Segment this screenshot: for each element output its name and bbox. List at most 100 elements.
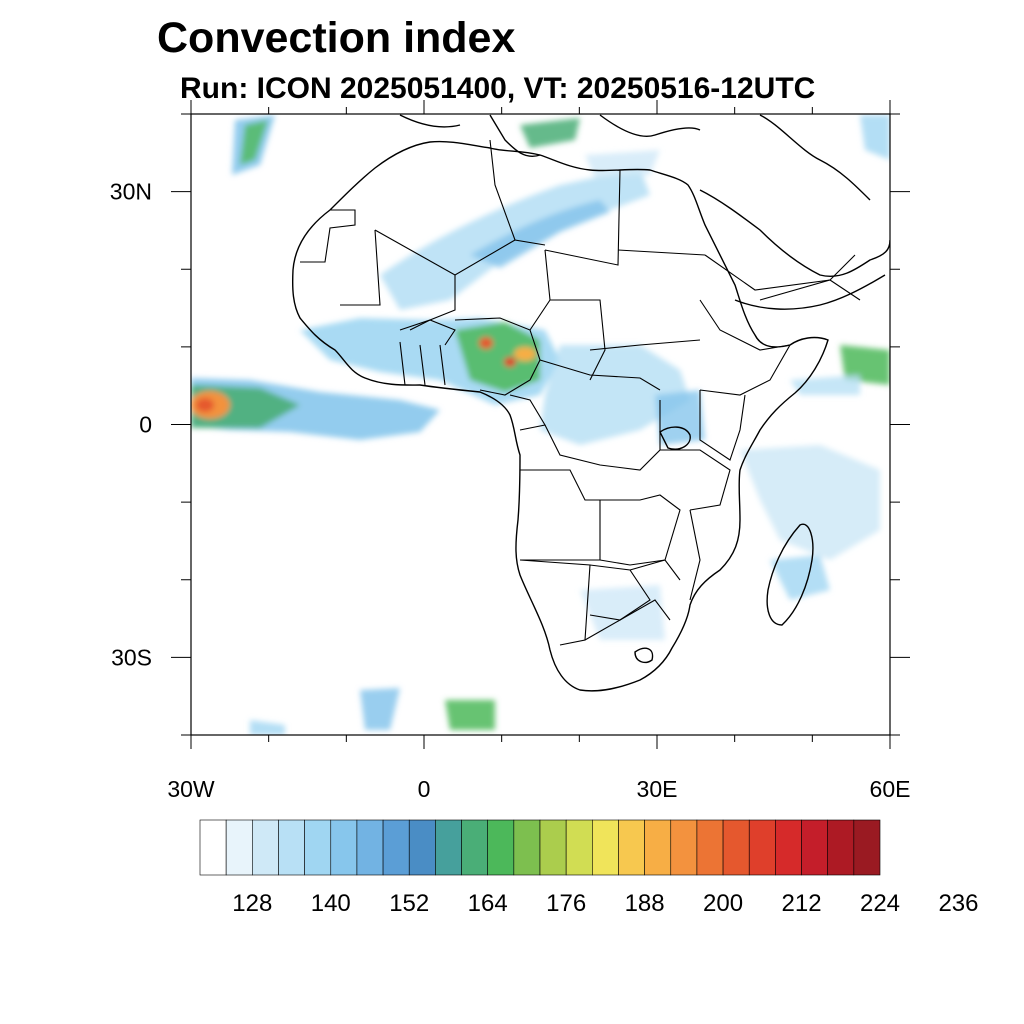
border-south-africa bbox=[584, 599, 671, 641]
border-niger-chad bbox=[529, 249, 551, 331]
colorbar-swatch bbox=[565, 819, 593, 876]
border-egypt-sudan bbox=[617, 249, 706, 256]
lon-tick-label: 0 bbox=[418, 776, 431, 802]
field-southern-ocean-1 bbox=[360, 688, 400, 730]
field-somali-green bbox=[840, 345, 890, 385]
colorbar-swatch bbox=[278, 819, 305, 876]
lon-tick-label: 30E bbox=[637, 776, 678, 802]
lake-victoria bbox=[659, 426, 691, 450]
convection-field bbox=[191, 115, 890, 735]
colorbar-swatch bbox=[225, 819, 253, 876]
colorbar-swatch bbox=[487, 819, 515, 876]
colorbar-swatch bbox=[252, 819, 279, 876]
colorbar-label: 212 bbox=[782, 890, 822, 917]
colorbar-swatch bbox=[670, 819, 698, 876]
lat-tick-label: 0 bbox=[139, 412, 152, 438]
colorbar-label: 188 bbox=[625, 890, 665, 917]
colorbar-label: 236 bbox=[938, 890, 978, 917]
lon-tick-label: 30W bbox=[167, 776, 215, 802]
colorbar bbox=[199, 819, 881, 876]
colorbar-swatch bbox=[513, 819, 541, 876]
border-sudan-south bbox=[589, 339, 701, 351]
colorbar-labels: 128 140 152 164 176 188 200 212 224 236 bbox=[232, 890, 978, 917]
arabia-outline bbox=[699, 189, 890, 310]
field-southern-ocean-2 bbox=[445, 700, 495, 730]
field-madagascar-east bbox=[770, 555, 830, 600]
field-sahel-core bbox=[470, 200, 610, 268]
border-ghana-togo bbox=[399, 341, 446, 386]
field-libya bbox=[585, 150, 660, 178]
colorbar-label: 176 bbox=[546, 890, 586, 917]
border-mali-niger bbox=[409, 275, 456, 331]
axis-ticks bbox=[171, 100, 910, 749]
field-somali-blue bbox=[790, 375, 860, 395]
border-namibia bbox=[519, 559, 591, 646]
colorbar-swatch bbox=[592, 819, 619, 876]
colorbar-label: 164 bbox=[468, 890, 508, 917]
colorbar-label: 200 bbox=[703, 890, 743, 917]
border-sahara-west bbox=[300, 209, 356, 263]
colorbar-swatch bbox=[722, 819, 750, 876]
chart-title: Convection index bbox=[157, 14, 516, 62]
colorbar-swatch bbox=[775, 819, 802, 876]
colorbar-label: 152 bbox=[389, 890, 429, 917]
field-nigeria-hot-2 bbox=[514, 347, 536, 361]
field-indian-ocean bbox=[740, 445, 880, 560]
field-lake-victoria bbox=[655, 390, 705, 445]
europe-outline bbox=[399, 114, 871, 201]
border-burkina bbox=[399, 319, 456, 346]
border-mozambique bbox=[689, 509, 701, 601]
colorbar-swatch bbox=[539, 819, 567, 876]
field-central-africa bbox=[540, 345, 690, 445]
border-saudi bbox=[704, 254, 856, 291]
field-nigeria-hot-3 bbox=[504, 357, 516, 367]
border-tanzania bbox=[660, 449, 731, 511]
field-north-atlantic-green bbox=[240, 120, 268, 165]
lake-lesotho bbox=[634, 647, 654, 664]
colorbar-label: 224 bbox=[860, 890, 900, 917]
border-chad-sudan bbox=[550, 299, 606, 381]
colorbar-swatch bbox=[408, 819, 436, 876]
field-south-africa bbox=[580, 585, 665, 640]
field-nigeria-green bbox=[455, 322, 540, 392]
colorbar-swatch bbox=[199, 819, 227, 876]
colorbar-swatch bbox=[748, 819, 776, 876]
coastlines bbox=[291, 114, 890, 692]
colorbar-swatch bbox=[853, 819, 881, 876]
border-botswana bbox=[589, 564, 651, 621]
border-angola bbox=[520, 469, 601, 561]
lat-tick-label: 30N bbox=[110, 179, 152, 205]
colorbar-swatch bbox=[330, 819, 358, 876]
border-yemen-oman bbox=[759, 279, 861, 301]
border-congo-drc bbox=[544, 400, 661, 471]
border-car bbox=[539, 359, 661, 391]
colorbar-swatch bbox=[435, 819, 462, 876]
colorbar-swatch bbox=[644, 819, 672, 876]
lat-tick-label: 30S bbox=[111, 644, 152, 670]
field-southern-ocean-3 bbox=[250, 720, 285, 735]
colorbar-swatch bbox=[827, 819, 855, 876]
colorbar-swatch bbox=[356, 819, 384, 876]
border-libya-egypt bbox=[544, 169, 621, 266]
border-ethiopia bbox=[699, 299, 792, 396]
country-borders bbox=[300, 139, 861, 646]
colorbar-swatch bbox=[696, 819, 724, 876]
field-mediterranean bbox=[520, 118, 580, 148]
colorbar-swatch bbox=[801, 819, 828, 876]
colorbar-swatch bbox=[382, 819, 410, 876]
colorbar-swatch bbox=[618, 819, 645, 876]
colorbar-swatch bbox=[304, 819, 332, 876]
field-middle-east bbox=[860, 115, 890, 160]
lon-tick-label: 60E bbox=[870, 776, 911, 802]
africa-outline bbox=[291, 140, 829, 692]
chart-subtitle: Run: ICON 2025051400, VT: 20250516-12UTC bbox=[180, 72, 816, 105]
field-nigeria-hot-1 bbox=[479, 337, 493, 349]
colorbar-label: 140 bbox=[311, 890, 351, 917]
colorbar-swatch bbox=[461, 819, 488, 876]
border-cameroon bbox=[509, 394, 546, 431]
border-zimbabwe bbox=[629, 559, 681, 581]
border-kenya bbox=[699, 390, 746, 461]
madagascar-outline bbox=[766, 523, 814, 626]
colorbar-label: 128 bbox=[232, 890, 272, 917]
